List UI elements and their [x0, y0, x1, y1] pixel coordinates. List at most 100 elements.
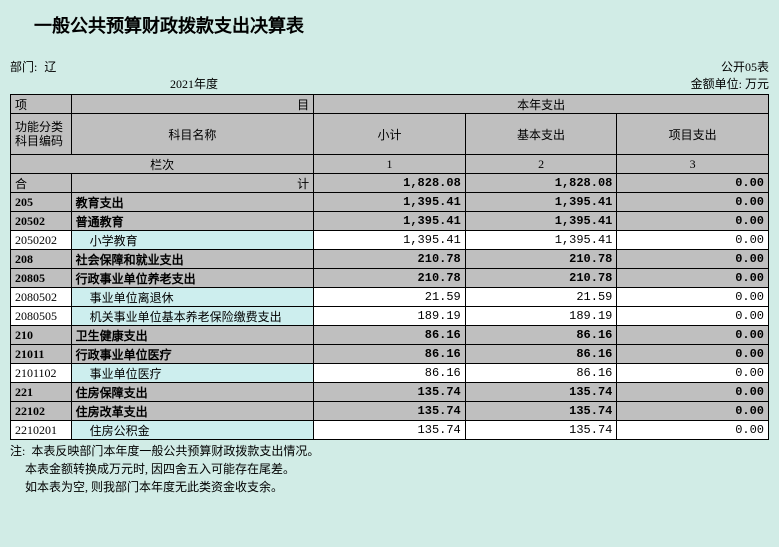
cell-v2: 86.16 — [465, 345, 617, 364]
cell-v3: 0.00 — [617, 421, 769, 440]
cell-code: 221 — [11, 383, 72, 402]
table-row: 208社会保障和就业支出210.78210.780.00 — [11, 250, 769, 269]
unit-label: 金额单位: 万元 — [691, 75, 769, 92]
hdr-c3: 3 — [617, 155, 769, 174]
cell-code: 205 — [11, 193, 72, 212]
cell-code: 20502 — [11, 212, 72, 231]
cell-v2: 135.74 — [465, 402, 617, 421]
hdr-subject-name: 科目名称 — [71, 114, 314, 155]
cell-v1: 210.78 — [314, 269, 466, 288]
cell-code: 21011 — [11, 345, 72, 364]
cell-v1: 135.74 — [314, 402, 466, 421]
table-row: 2080505机关事业单位基本养老保险缴费支出189.19189.190.00 — [11, 307, 769, 326]
notes: 注: 本表反映部门本年度一般公共预算财政拨款支出情况。 本表金额转换成万元时, … — [10, 442, 769, 496]
dept-value: 辽 — [44, 60, 56, 74]
table-row: 合计1,828.081,828.080.00 — [11, 174, 769, 193]
form-no: 公开05表 — [721, 58, 769, 75]
cell-v3: 0.00 — [617, 402, 769, 421]
cell-v2: 1,828.08 — [465, 174, 617, 193]
cell-name: 住房保障支出 — [71, 383, 314, 402]
cell-code: 2210201 — [11, 421, 72, 440]
hdr-basic-exp: 基本支出 — [465, 114, 617, 155]
cell-code: 2080505 — [11, 307, 72, 326]
hdr-c2: 2 — [465, 155, 617, 174]
cell-name: 卫生健康支出 — [71, 326, 314, 345]
cell-name: 机关事业单位基本养老保险缴费支出 — [71, 307, 314, 326]
cell-v2: 86.16 — [465, 326, 617, 345]
cell-name: 住房改革支出 — [71, 402, 314, 421]
cell-v2: 21.59 — [465, 288, 617, 307]
cell-v2: 189.19 — [465, 307, 617, 326]
cell-code: 20805 — [11, 269, 72, 288]
hdr-func-code: 功能分类 科目编码 — [11, 114, 72, 155]
meta-row: 部门: 辽 公开05表 — [10, 58, 769, 75]
cell-code: 2050202 — [11, 231, 72, 250]
hdr-project-exp: 项目支出 — [617, 114, 769, 155]
cell-v3: 0.00 — [617, 326, 769, 345]
cell-name: 计 — [71, 174, 314, 193]
cell-v2: 1,395.41 — [465, 193, 617, 212]
cell-v1: 1,828.08 — [314, 174, 466, 193]
cell-v1: 86.16 — [314, 364, 466, 383]
table-row: 2101102事业单位医疗86.1686.160.00 — [11, 364, 769, 383]
cell-v2: 210.78 — [465, 250, 617, 269]
cell-v3: 0.00 — [617, 174, 769, 193]
cell-name: 事业单位离退休 — [71, 288, 314, 307]
cell-name: 事业单位医疗 — [71, 364, 314, 383]
cell-name: 行政事业单位养老支出 — [71, 269, 314, 288]
page-title: 一般公共预算财政拨款支出决算表 — [34, 12, 769, 38]
table-row: 2210201住房公积金135.74135.740.00 — [11, 421, 769, 440]
cell-v3: 0.00 — [617, 212, 769, 231]
cell-v3: 0.00 — [617, 383, 769, 402]
cell-v1: 189.19 — [314, 307, 466, 326]
cell-v2: 86.16 — [465, 364, 617, 383]
table-row: 210卫生健康支出86.1686.160.00 — [11, 326, 769, 345]
cell-v3: 0.00 — [617, 307, 769, 326]
cell-v2: 135.74 — [465, 383, 617, 402]
cell-v1: 1,395.41 — [314, 193, 466, 212]
table-row: 20805行政事业单位养老支出210.78210.780.00 — [11, 269, 769, 288]
hdr-proj-left: 项 — [11, 95, 72, 114]
cell-v1: 1,395.41 — [314, 212, 466, 231]
table-row: 21011行政事业单位医疗86.1686.160.00 — [11, 345, 769, 364]
cell-v3: 0.00 — [617, 288, 769, 307]
cell-v3: 0.00 — [617, 364, 769, 383]
cell-v1: 135.74 — [314, 383, 466, 402]
table-row: 2050202小学教育1,395.411,395.410.00 — [11, 231, 769, 250]
cell-name: 行政事业单位医疗 — [71, 345, 314, 364]
cell-code: 208 — [11, 250, 72, 269]
table-row: 205教育支出1,395.411,395.410.00 — [11, 193, 769, 212]
cell-code: 2080502 — [11, 288, 72, 307]
cell-name: 普通教育 — [71, 212, 314, 231]
cell-v3: 0.00 — [617, 231, 769, 250]
cell-name: 教育支出 — [71, 193, 314, 212]
cell-v3: 0.00 — [617, 250, 769, 269]
cell-v1: 135.74 — [314, 421, 466, 440]
table-row: 22102住房改革支出135.74135.740.00 — [11, 402, 769, 421]
table-row: 2080502事业单位离退休21.5921.590.00 — [11, 288, 769, 307]
cell-v1: 86.16 — [314, 326, 466, 345]
cell-v3: 0.00 — [617, 345, 769, 364]
period: 2021年度 — [10, 75, 218, 92]
cell-v1: 86.16 — [314, 345, 466, 364]
budget-table: 项 目 本年支出 功能分类 科目编码 科目名称 小计 基本支出 项目支出 栏次 … — [10, 94, 769, 440]
cell-v2: 135.74 — [465, 421, 617, 440]
hdr-proj-right: 目 — [71, 95, 314, 114]
cell-v2: 1,395.41 — [465, 231, 617, 250]
note-line: 如本表为空, 则我部门本年度无此类资金收支余。 — [10, 478, 769, 496]
cell-name: 小学教育 — [71, 231, 314, 250]
cell-v2: 1,395.41 — [465, 212, 617, 231]
cell-v1: 1,395.41 — [314, 231, 466, 250]
cell-code: 22102 — [11, 402, 72, 421]
hdr-c1: 1 — [314, 155, 466, 174]
note-line: 注: 本表反映部门本年度一般公共预算财政拨款支出情况。 — [10, 442, 769, 460]
table-row: 221住房保障支出135.74135.740.00 — [11, 383, 769, 402]
cell-name: 社会保障和就业支出 — [71, 250, 314, 269]
note-line: 本表金额转换成万元时, 因四舍五入可能存在尾差。 — [10, 460, 769, 478]
cell-code: 210 — [11, 326, 72, 345]
table-row: 20502普通教育1,395.411,395.410.00 — [11, 212, 769, 231]
cell-code: 2101102 — [11, 364, 72, 383]
cell-v3: 0.00 — [617, 269, 769, 288]
hdr-this-year: 本年支出 — [314, 95, 769, 114]
cell-name: 住房公积金 — [71, 421, 314, 440]
